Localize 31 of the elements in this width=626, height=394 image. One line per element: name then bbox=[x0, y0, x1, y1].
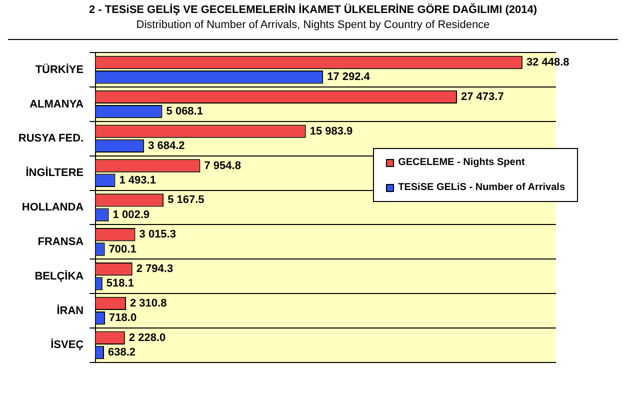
y-tick-label: BELÇİKA bbox=[34, 269, 84, 282]
y-tick-label: HOLLANDA bbox=[22, 202, 84, 214]
data-label: 700.1 bbox=[108, 243, 136, 256]
y-tick-label: TÜRKİYE bbox=[35, 62, 84, 76]
data-label: 17 292.4 bbox=[327, 71, 371, 84]
data-label: 718.0 bbox=[109, 312, 137, 324]
legend-label: TESiSE GELiS - Number of Arrivals bbox=[398, 182, 565, 193]
data-label: 15 983.9 bbox=[310, 125, 353, 138]
y-tick-label: İRAN bbox=[56, 304, 84, 317]
data-label: 5 167.5 bbox=[168, 194, 204, 206]
data-label: 638.2 bbox=[108, 346, 136, 359]
y-tick-label: İSVEÇ bbox=[50, 338, 84, 352]
y-tick-label: RUSYA FED. bbox=[18, 132, 84, 145]
data-label: 3 015.3 bbox=[139, 228, 176, 241]
data-label: 3 684.2 bbox=[148, 140, 185, 152]
data-label: 518.1 bbox=[106, 278, 134, 290]
y-tick-label: FRANSA bbox=[38, 236, 84, 248]
data-label: 1 493.1 bbox=[119, 174, 156, 186]
data-label: 1 002.9 bbox=[112, 208, 150, 221]
data-label: 7 954.8 bbox=[204, 160, 241, 172]
data-label: 2 228.0 bbox=[128, 332, 166, 344]
legend-label: GECELEME - Nights Spent bbox=[398, 157, 525, 168]
data-label: 2 310.8 bbox=[130, 297, 167, 310]
data-label: 27 473.7 bbox=[461, 90, 504, 103]
data-label: 32 448.8 bbox=[526, 56, 570, 69]
data-label: 5 068.1 bbox=[166, 106, 203, 118]
y-tick-label: ALMANYA bbox=[30, 98, 84, 110]
data-label: 2 794.3 bbox=[136, 263, 174, 276]
chart-subtitle: Distribution of Number of Arrivals, Nights Spent by Country of Residence bbox=[135, 19, 491, 31]
chart-title: 2 - TESiSE GELİŞ VE GECELEMELERİN İKAMET ÜLKELERİNE GÖRE DAĞILIMI (2014) bbox=[88, 4, 538, 16]
y-tick-label: İNGİLTERE bbox=[26, 166, 84, 180]
